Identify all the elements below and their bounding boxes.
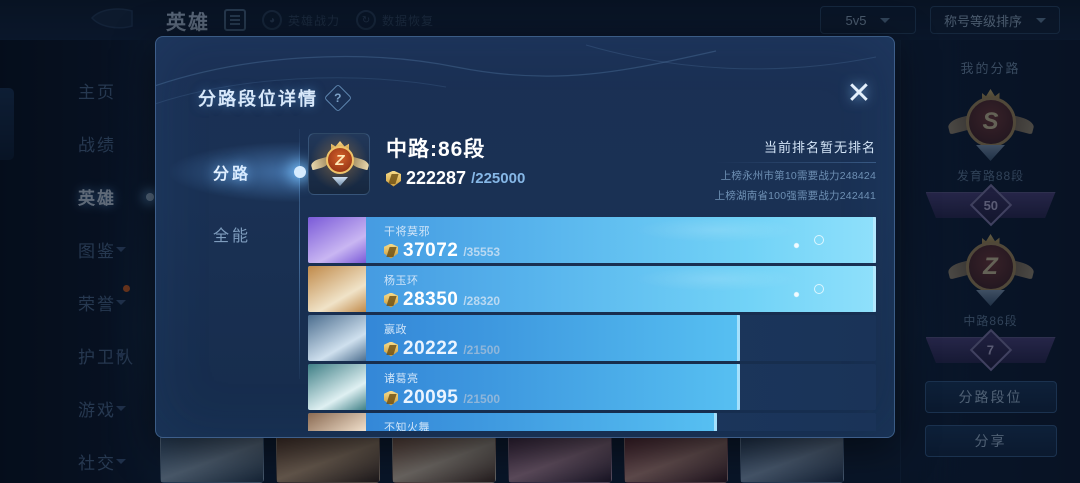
hero-bar-row[interactable]: 不知火舞 19234 /21500 bbox=[308, 413, 876, 431]
ranking-info: 当前排名暂无排名 上榜永州市第10需要战力248424 上榜湖南省100强需要战… bbox=[714, 133, 876, 203]
crown-icon bbox=[331, 141, 349, 150]
power-icon bbox=[386, 170, 401, 187]
summary-badge: Z bbox=[308, 133, 370, 195]
rank-score-max: /225000 bbox=[471, 170, 526, 187]
hero-name: 嬴政 bbox=[384, 324, 407, 336]
hero-bar-info: 不知火舞 19234 /21500 bbox=[384, 419, 500, 431]
hero-name: 不知火舞 bbox=[384, 422, 430, 431]
help-icon[interactable]: ? bbox=[323, 83, 353, 113]
hero-score: 20095 /21500 bbox=[384, 387, 500, 409]
badge-emblem: Z bbox=[310, 141, 369, 187]
rank-title: 中路:86段 bbox=[386, 138, 486, 161]
hero-portrait bbox=[308, 217, 366, 263]
tab-lane-label: 分路 bbox=[212, 166, 251, 183]
ranking-title: 当前排名暂无排名 bbox=[763, 140, 876, 155]
bar-fill bbox=[308, 364, 740, 410]
hero-portrait bbox=[308, 266, 366, 312]
tab-allround-label: 全能 bbox=[212, 228, 251, 245]
power-icon bbox=[384, 390, 398, 406]
rank-score-value: 222287 bbox=[406, 168, 467, 188]
hero-bar-row[interactable]: 嬴政 20222 /21500 bbox=[308, 315, 876, 361]
bar-marker-icon bbox=[814, 284, 824, 294]
hero-power-bar-list: 干将莫邪 37072 /35553 bbox=[308, 217, 876, 431]
hero-portrait bbox=[308, 413, 366, 431]
hero-portrait bbox=[308, 364, 366, 410]
hero-bar-row[interactable]: 杨玉环 28350 /28320 bbox=[308, 266, 876, 312]
badge-letter: Z bbox=[326, 146, 354, 174]
modal-main: Z 中路:86段 222287 /225000 当前排名暂无排名 bbox=[308, 119, 896, 439]
hero-score-max: /21500 bbox=[463, 343, 501, 357]
bar-fill bbox=[308, 315, 740, 361]
hero-bar-info: 诸葛亮 20095 /21500 bbox=[384, 370, 500, 409]
tab-rail bbox=[299, 129, 300, 379]
hero-score-value: 20095 bbox=[403, 387, 459, 408]
bar-fill bbox=[308, 413, 717, 431]
hero-score-max: /21500 bbox=[463, 392, 501, 406]
hero-score: 37072 /35553 bbox=[384, 240, 500, 262]
hero-bar-info: 嬴政 20222 /21500 bbox=[384, 321, 500, 360]
hero-score-value: 37072 bbox=[403, 240, 459, 261]
ranking-line: 上榜永州市第10需要战力248424 bbox=[720, 170, 876, 182]
hero-score: 20222 /21500 bbox=[384, 338, 500, 360]
power-icon bbox=[384, 243, 398, 259]
hero-bar-row[interactable]: 干将莫邪 37072 /35553 bbox=[308, 217, 876, 263]
hero-name: 干将莫邪 bbox=[384, 226, 430, 238]
hero-score-value: 28350 bbox=[403, 289, 459, 310]
modal-header: 分路段位详情 ? bbox=[198, 83, 353, 113]
lane-rank-detail-modal: 分路段位详情 ? ✕ 分路 全能 bbox=[155, 36, 895, 438]
hero-name: 诸葛亮 bbox=[384, 373, 419, 385]
tab-lane[interactable]: 分路 bbox=[156, 141, 308, 203]
modal-title-text: 分路段位详情 bbox=[198, 89, 318, 109]
rank-score: 222287 /225000 bbox=[386, 168, 525, 189]
hero-bar-info: 干将莫邪 37072 /35553 bbox=[384, 223, 500, 262]
close-icon[interactable]: ✕ bbox=[846, 77, 872, 110]
modal-body: 分路 全能 Z bbox=[156, 119, 896, 439]
hero-score-max: /28320 bbox=[463, 294, 501, 308]
hero-portrait bbox=[308, 315, 366, 361]
divider bbox=[714, 162, 876, 163]
hero-score-value: 20222 bbox=[403, 338, 459, 359]
power-icon bbox=[384, 292, 398, 308]
hero-bar-row[interactable]: 诸葛亮 20095 /21500 bbox=[308, 364, 876, 410]
hero-name: 杨玉环 bbox=[384, 275, 419, 287]
rank-summary: Z 中路:86段 222287 /225000 当前排名暂无排名 bbox=[308, 119, 876, 203]
emblem-base bbox=[332, 177, 348, 186]
modal-tab-list: 分路 全能 bbox=[156, 119, 308, 439]
tab-allround[interactable]: 全能 bbox=[156, 203, 308, 265]
hero-score: 28350 /28320 bbox=[384, 289, 500, 311]
power-icon bbox=[384, 341, 398, 357]
tab-active-knob bbox=[294, 166, 306, 178]
hero-score-max: /35553 bbox=[463, 245, 501, 259]
ranking-line: 上榜湖南省100强需要战力242441 bbox=[714, 190, 876, 202]
hero-bar-info: 杨玉环 28350 /28320 bbox=[384, 272, 500, 311]
bar-marker-icon bbox=[814, 235, 824, 245]
summary-text: 中路:86段 222287 /225000 bbox=[386, 133, 525, 189]
